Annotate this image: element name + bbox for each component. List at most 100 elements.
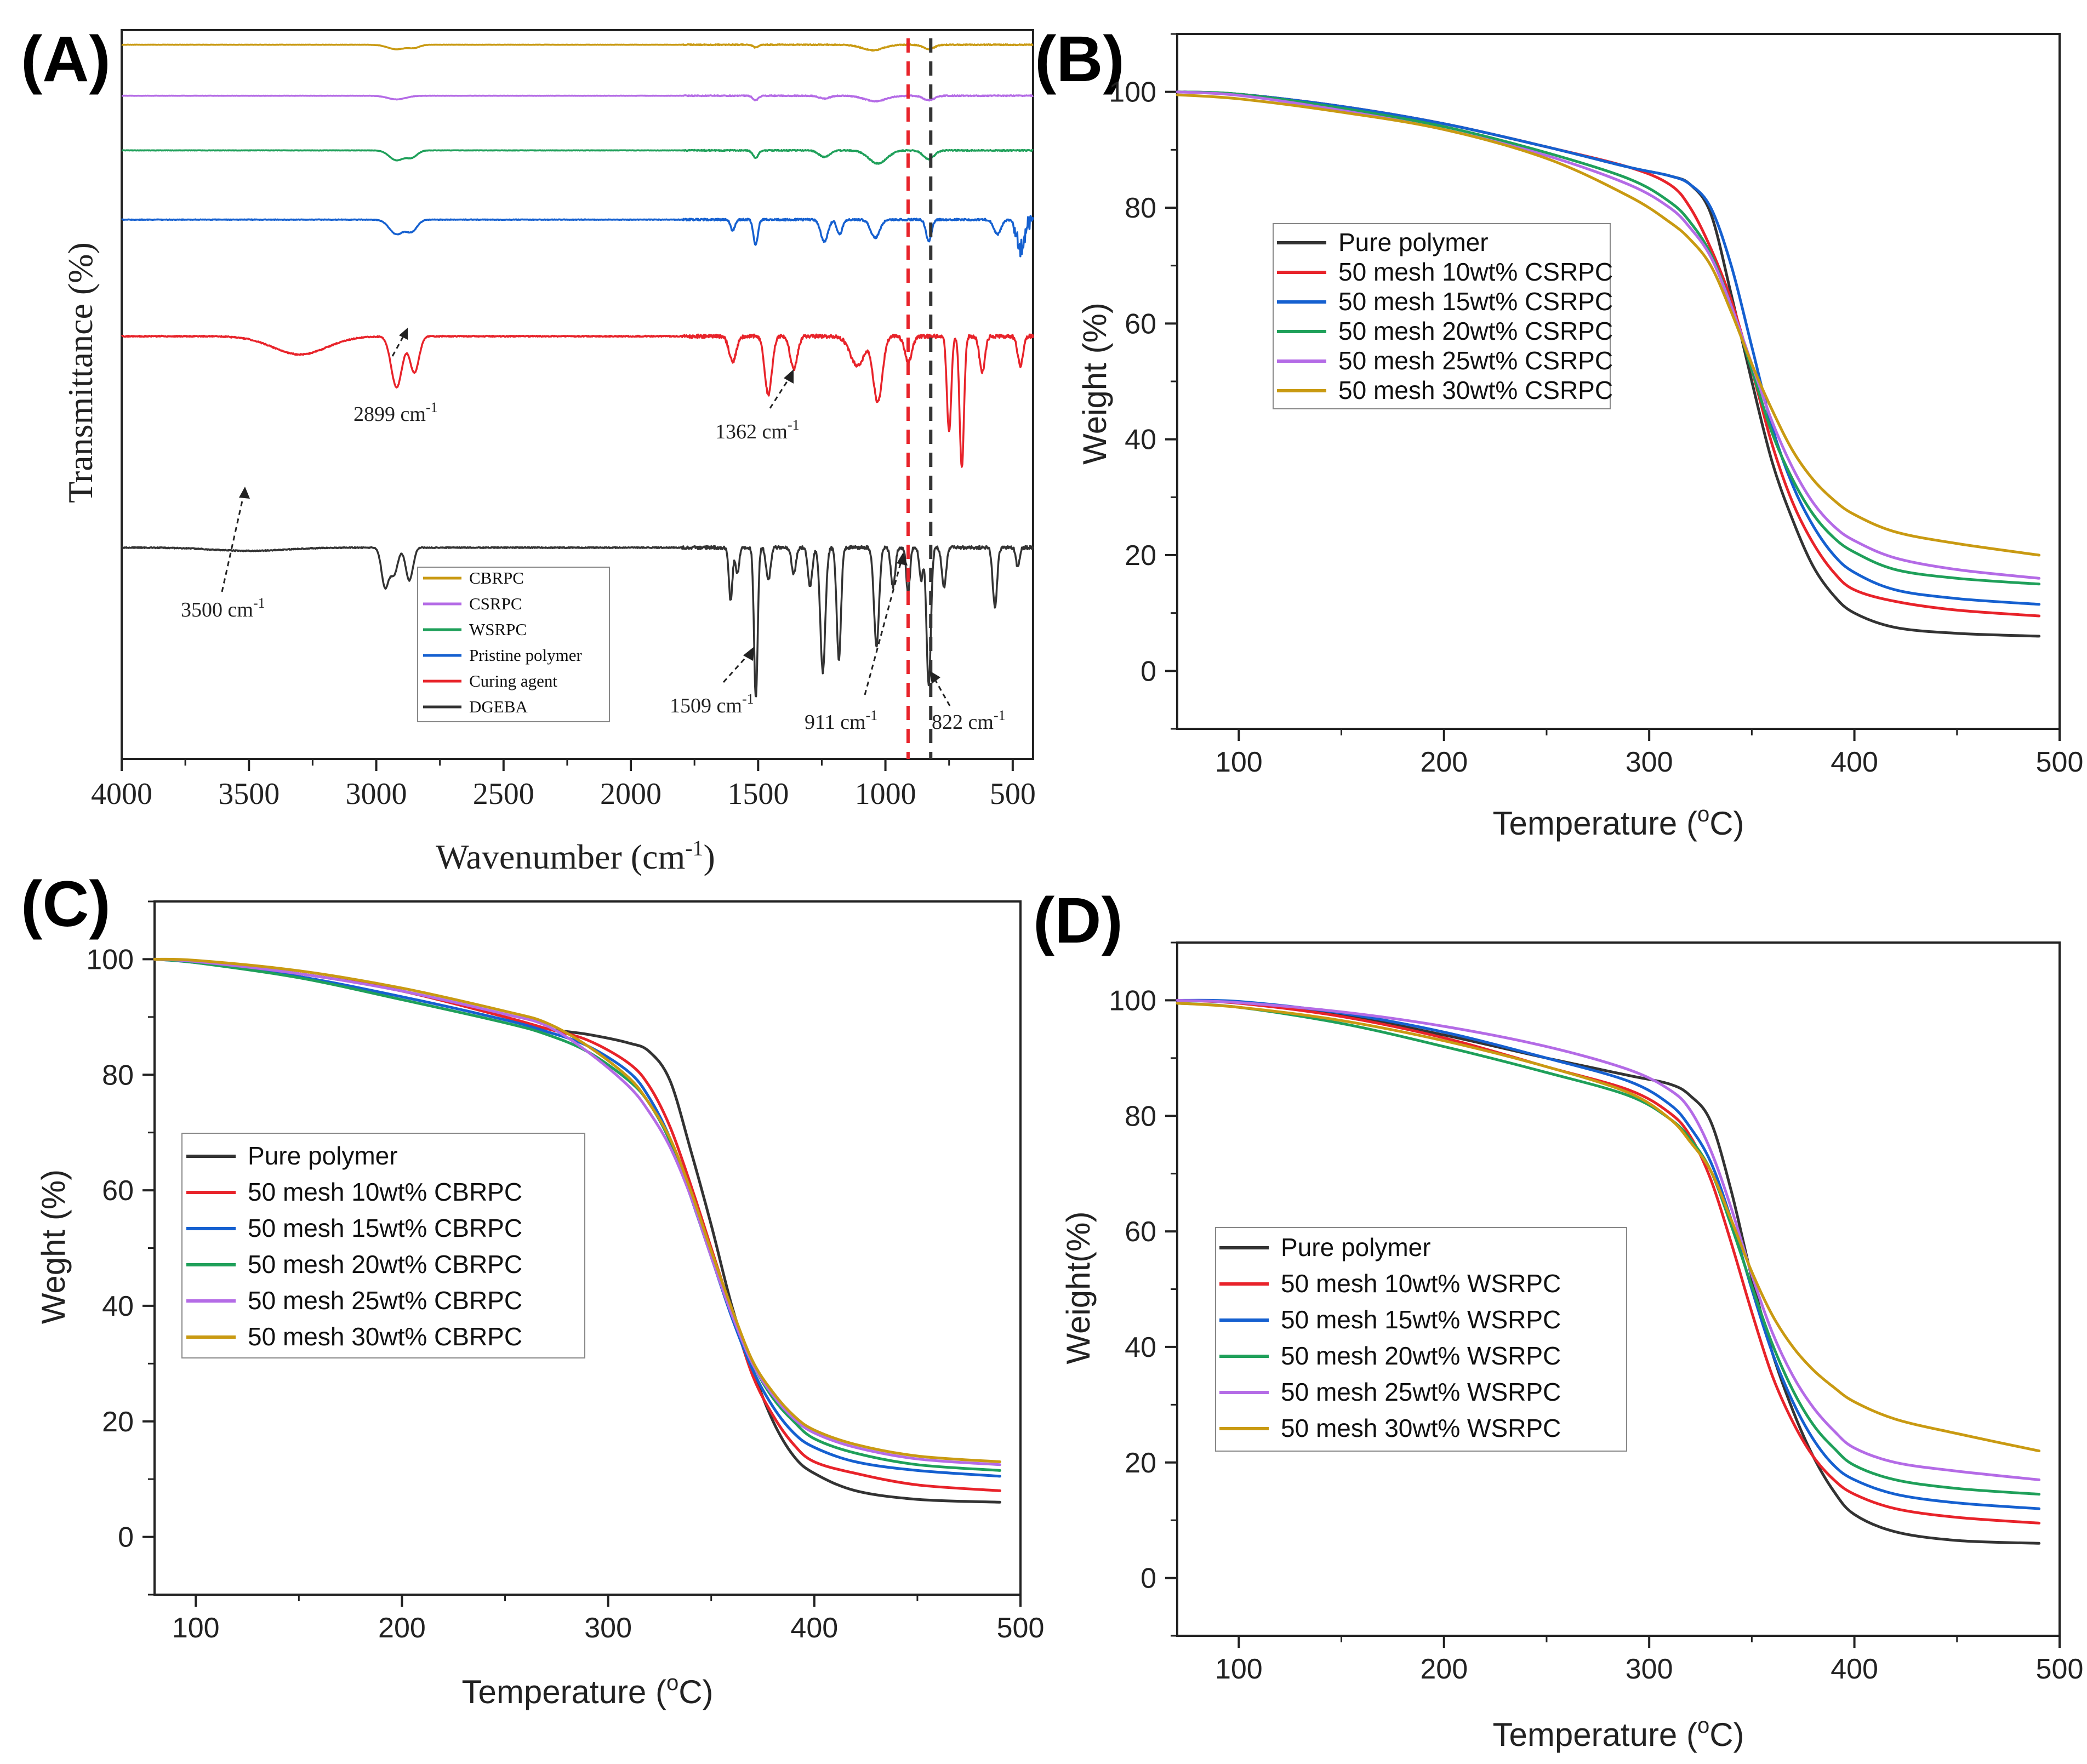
x-tick-label-d: 100 [1215, 1653, 1263, 1685]
y-tick-label-d: 80 [1125, 1100, 1156, 1132]
svg-text:911 cm-1: 911 cm-1 [805, 707, 877, 734]
series-line-50-mesh-15wt-wsrpc [1176, 998, 2041, 1510]
x-tick-label-b: 400 [1831, 746, 1878, 778]
spectrum-curing-agent [121, 333, 1034, 468]
y-tick-label-b: 20 [1125, 540, 1156, 572]
x-tick-label-a: 1000 [855, 777, 916, 811]
legend-label-c: 50 mesh 25wt% CBRPC [248, 1286, 522, 1315]
y-tick-label-c: 80 [102, 1059, 134, 1091]
legend-label-a: CSRPC [469, 594, 522, 613]
annotation-911: 911 cm-1 [805, 552, 908, 734]
x-tick-label-c: 300 [584, 1612, 632, 1644]
series-line-50-mesh-30wt-wsrpc [1176, 1002, 2041, 1453]
legend-label-d: Pure polymer [1281, 1233, 1431, 1261]
spectrum-csrpc [121, 94, 1034, 103]
x-tick-label-b: 300 [1626, 746, 1673, 778]
y-tick-label-b: 0 [1141, 655, 1156, 687]
legend-label-b: 50 mesh 10wt% CSRPC [1338, 258, 1613, 286]
svg-text:822 cm-1: 822 cm-1 [932, 707, 1006, 734]
legend-label-a: Pristine polymer [469, 646, 582, 665]
x-tick-label-b: 100 [1215, 746, 1263, 778]
x-tick-label-d: 400 [1831, 1653, 1878, 1685]
tga-chart-csrpc: 100 200 300 400 500 0 20 40 60 80 100 Temperature … [1076, 33, 2084, 842]
legend-label-d: 50 mesh 30wt% WSRPC [1281, 1414, 1561, 1442]
legend-label-b: 50 mesh 15wt% CSRPC [1338, 287, 1613, 316]
y-tick-label-d: 60 [1125, 1216, 1156, 1248]
legend-label-c: 50 mesh 10wt% CBRPC [248, 1178, 522, 1206]
x-tick-label-a: 4000 [91, 777, 152, 811]
svg-text:2899 cm-1: 2899 cm-1 [353, 399, 438, 426]
x-axis-title-a: Wavenumber (cm-1) [436, 836, 715, 876]
x-tick-label-b: 200 [1420, 746, 1468, 778]
legend-label-c: 50 mesh 15wt% CBRPC [248, 1214, 522, 1242]
series-line-50-mesh-15wt-csrpc [1176, 90, 2041, 606]
x-tick-label-a: 500 [990, 777, 1036, 811]
annotation-1509: 1509 cm-1 [670, 647, 754, 717]
x-tick-label-d: 200 [1420, 1653, 1468, 1685]
svg-text:1509 cm-1: 1509 cm-1 [670, 691, 754, 717]
ftir-chart: 4000 3500 3000 2500 2000 1500 1000 500 Wavenumb… [61, 29, 1036, 876]
legend-label-b: 50 mesh 20wt% CSRPC [1338, 317, 1613, 345]
y-tick-label-c: 100 [86, 944, 134, 975]
x-axis-title-d: Temperature (oC) [1492, 1714, 1744, 1753]
tga-chart-wsrpc: 100 200 300 400 500 0 20 40 60 80 100 Temperature … [1060, 941, 2084, 1753]
x-tick-label-a: 2000 [600, 777, 662, 811]
legend-label-d: 50 mesh 20wt% WSRPC [1281, 1341, 1561, 1370]
legend-label-c: 50 mesh 20wt% CBRPC [248, 1250, 522, 1278]
x-tick-label-b: 500 [2036, 746, 2084, 778]
legend-label-b: 50 mesh 30wt% CSRPC [1338, 376, 1613, 404]
x-tick-label-d: 500 [2036, 1653, 2084, 1685]
x-tick-label-a: 3000 [346, 777, 407, 811]
svg-text:1362 cm-1: 1362 cm-1 [715, 417, 800, 443]
legend-label-d: 50 mesh 15wt% WSRPC [1281, 1305, 1561, 1334]
y-tick-label-d: 0 [1141, 1563, 1156, 1595]
x-tick-label-d: 300 [1626, 1653, 1673, 1685]
y-tick-label-b: 60 [1125, 308, 1156, 340]
series-line-pure-polymer [1176, 998, 2041, 1545]
svg-text:3500 cm-1: 3500 cm-1 [181, 595, 265, 621]
panel-label-b: (B) [1035, 23, 1125, 95]
x-axis-title-b: Temperature (oC) [1492, 802, 1744, 842]
x-tick-label-c: 100 [172, 1612, 220, 1644]
legend-label-d: 50 mesh 10wt% WSRPC [1281, 1269, 1561, 1298]
annotation-3500: 3500 cm-1 [181, 487, 265, 621]
y-axis-title-c: Weght (%) [35, 1169, 72, 1324]
x-tick-label-a: 3500 [218, 777, 280, 811]
annotation-1362: 1362 cm-1 [715, 369, 800, 443]
y-tick-label-d: 100 [1109, 985, 1156, 1017]
legend-d: Pure polymer 50 mesh 10wt% WSRPC 50 mesh 1… [1215, 1227, 1627, 1452]
x-tick-label-c: 200 [378, 1612, 426, 1644]
y-axis-title-a: Transmittance (%) [61, 242, 100, 503]
spectrum-pristine-polymer [121, 215, 1034, 258]
y-tick-label-d: 40 [1125, 1332, 1156, 1363]
annotations-a: 2899 cm-1 1362 cm-1 3500 cm-1 1509 cm-1 [181, 328, 1006, 734]
y-tick-label-c: 60 [102, 1175, 134, 1207]
spectrum-dgeba [121, 545, 1034, 698]
legend-label-b: Pure polymer [1338, 228, 1489, 256]
legend-label-c: 50 mesh 30wt% CBRPC [248, 1322, 522, 1351]
plot-frame-a [121, 29, 1034, 760]
y-tick-label-c: 0 [118, 1522, 134, 1554]
y-tick-label-b: 40 [1125, 424, 1156, 456]
x-tick-label-c: 500 [997, 1612, 1045, 1644]
legend-c: Pure polymer 50 mesh 10wt% CBRPC 50 mesh 1… [181, 1133, 585, 1358]
panel-label-a: (A) [21, 23, 111, 95]
tga-chart-cbrpc: 100 200 300 400 500 0 20 40 60 80 100 Temperature … [35, 900, 1045, 1710]
x-tick-label-a: 2500 [473, 777, 534, 811]
series-line-50-mesh-30wt-csrpc [1176, 93, 2041, 557]
y-axis-title-b: Weight (%) [1076, 302, 1113, 465]
panel-label-c: (C) [21, 868, 111, 940]
legend-a: CBRPC CSRPC WSRPC Pristine polymer Curing ag… [417, 567, 610, 722]
x-tick-label-c: 400 [790, 1612, 838, 1644]
legend-label-c: Pure polymer [248, 1141, 398, 1170]
y-tick-label-d: 20 [1125, 1447, 1156, 1479]
legend-label-a: DGEBA [469, 697, 528, 716]
x-axis-title-c: Temperature (oC) [461, 1671, 713, 1710]
y-axis-title-d: Weight(%) [1060, 1212, 1097, 1365]
spectrum-wsrpc [121, 149, 1034, 165]
x-tick-label-a: 1500 [727, 777, 789, 811]
y-tick-label-b: 100 [1109, 77, 1156, 109]
y-tick-label-c: 40 [102, 1291, 134, 1322]
annotation-822: 822 cm-1 [930, 671, 1006, 734]
